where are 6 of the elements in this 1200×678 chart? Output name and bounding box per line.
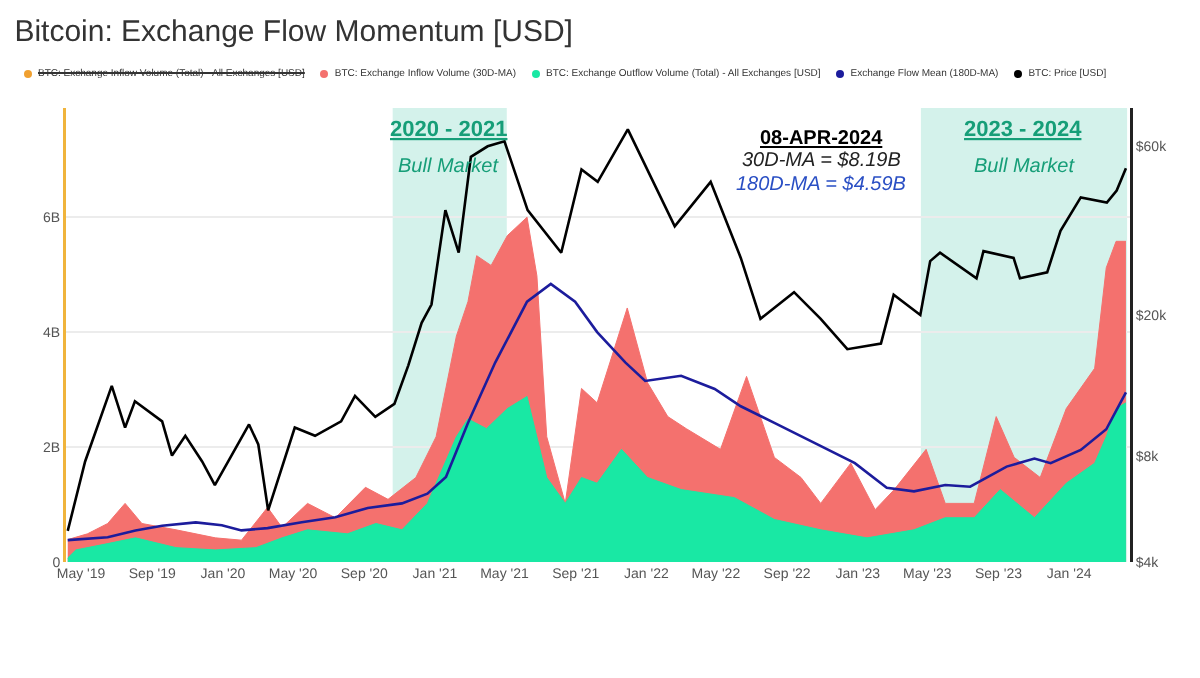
chart-title: Bitcoin: Exchange Flow Momentum [USD] bbox=[14, 15, 573, 50]
annotation: 08-APR-2024 bbox=[760, 128, 884, 150]
band-label: 2023 - 2024 Bull Market bbox=[964, 118, 1084, 178]
line-series bbox=[66, 282, 1128, 542]
annotation: 30D-MA = $8.19B bbox=[742, 150, 902, 172]
annotation: 180D-MA = $4.59B bbox=[736, 174, 907, 196]
